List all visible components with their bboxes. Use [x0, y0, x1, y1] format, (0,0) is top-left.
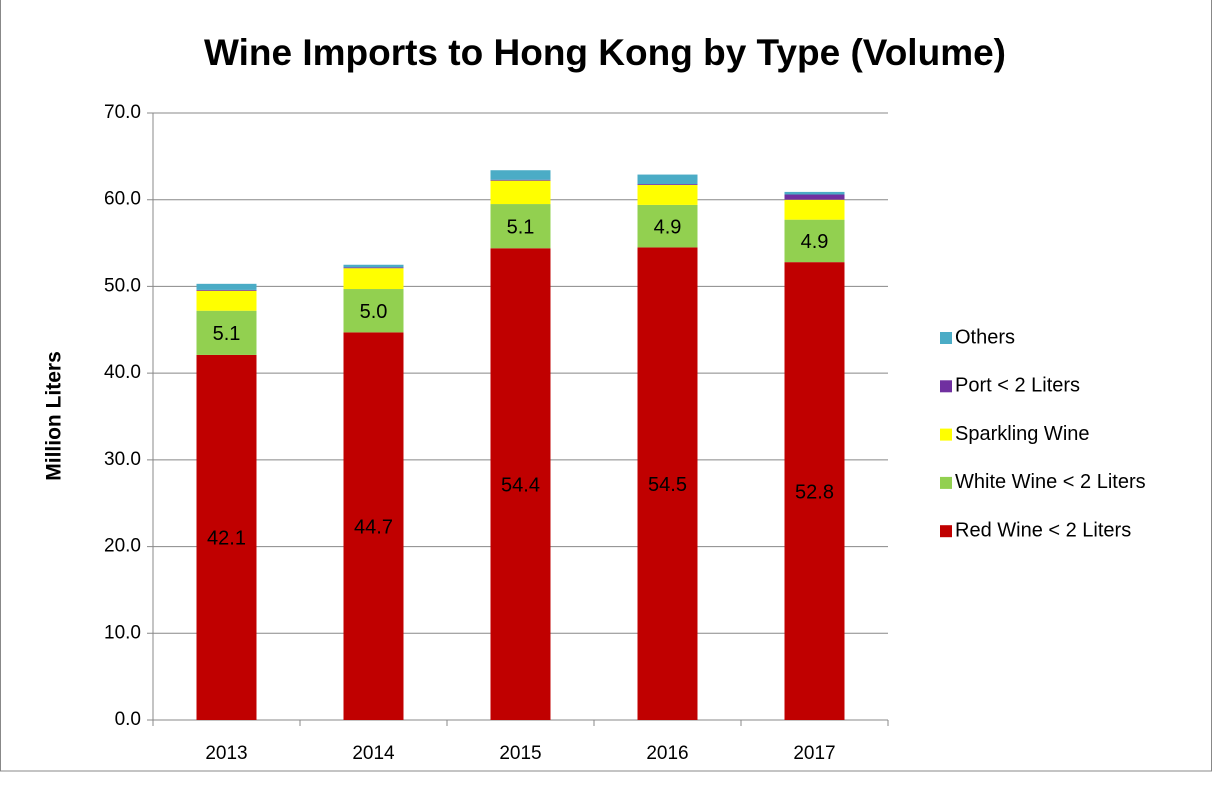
x-tick-label: 2017: [793, 743, 835, 764]
y-tick-label: 30.0: [104, 449, 141, 470]
data-label: 54.5: [648, 474, 687, 496]
bar-segment: [343, 267, 404, 269]
data-label: 5.1: [507, 216, 535, 238]
data-label: 4.9: [801, 231, 829, 253]
bar-segment: [490, 248, 551, 720]
legend-label: Sparkling Wine: [955, 423, 1090, 445]
bar-segment: [784, 199, 845, 220]
bar-segment: [784, 219, 845, 263]
legend-label: White Wine < 2 Liters: [955, 471, 1146, 493]
bar-segment: [637, 184, 698, 205]
bar-segment: [196, 283, 257, 290]
legend-label: Port < 2 Liters: [955, 375, 1080, 397]
y-tick-label: 70.0: [104, 102, 141, 123]
chart-title: Wine Imports to Hong Kong by Type (Volum…: [204, 32, 1006, 73]
x-tick-label: 2016: [646, 743, 688, 764]
y-tick-label: 60.0: [104, 189, 141, 210]
data-label: 5.1: [213, 323, 241, 345]
bar-segment: [196, 289, 257, 291]
bar-segment: [637, 247, 698, 720]
bar-segment: [637, 204, 698, 248]
legend-label: Others: [955, 326, 1015, 348]
bar-segment: [637, 174, 698, 185]
bar-segment: [343, 268, 404, 290]
bar-segment: [343, 289, 404, 333]
y-tick-label: 20.0: [104, 536, 141, 557]
bar-segment: [490, 180, 551, 205]
bar-segment: [196, 290, 257, 311]
bar-segment: [637, 184, 698, 185]
bar-segment: [196, 354, 257, 720]
bar-segment: [490, 170, 551, 180]
bar-segment: [343, 332, 404, 720]
legend-label: Red Wine < 2 Liters: [955, 519, 1131, 541]
data-label: 42.1: [207, 528, 246, 550]
y-tick-label: 40.0: [104, 362, 141, 383]
y-tick-label: 50.0: [104, 275, 141, 296]
bar-segment: [196, 310, 257, 355]
legend-swatch: [940, 332, 952, 344]
legend-swatch: [940, 525, 952, 538]
y-tick-label: 0.0: [115, 709, 141, 730]
x-tick-label: 2014: [352, 743, 395, 764]
bar-segment: [343, 264, 404, 268]
data-label: 54.4: [501, 474, 540, 496]
bar-segment: [784, 262, 845, 720]
data-label: 52.8: [795, 481, 834, 503]
data-label: 44.7: [354, 516, 393, 538]
legend-swatch: [940, 428, 952, 441]
x-tick-label: 2015: [499, 743, 541, 764]
y-tick-label: 10.0: [104, 622, 141, 643]
legend-swatch: [940, 476, 952, 489]
y-axis-label: Million Liters: [43, 351, 66, 481]
legend-swatch: [940, 380, 952, 393]
bar-segment: [490, 204, 551, 249]
x-tick-label: 2013: [205, 743, 247, 764]
data-label: 4.9: [654, 216, 682, 238]
bar-segment: [490, 179, 551, 181]
bar-segment: [784, 191, 845, 195]
data-label: 5.0: [360, 301, 388, 323]
bar-segment: [784, 194, 845, 200]
